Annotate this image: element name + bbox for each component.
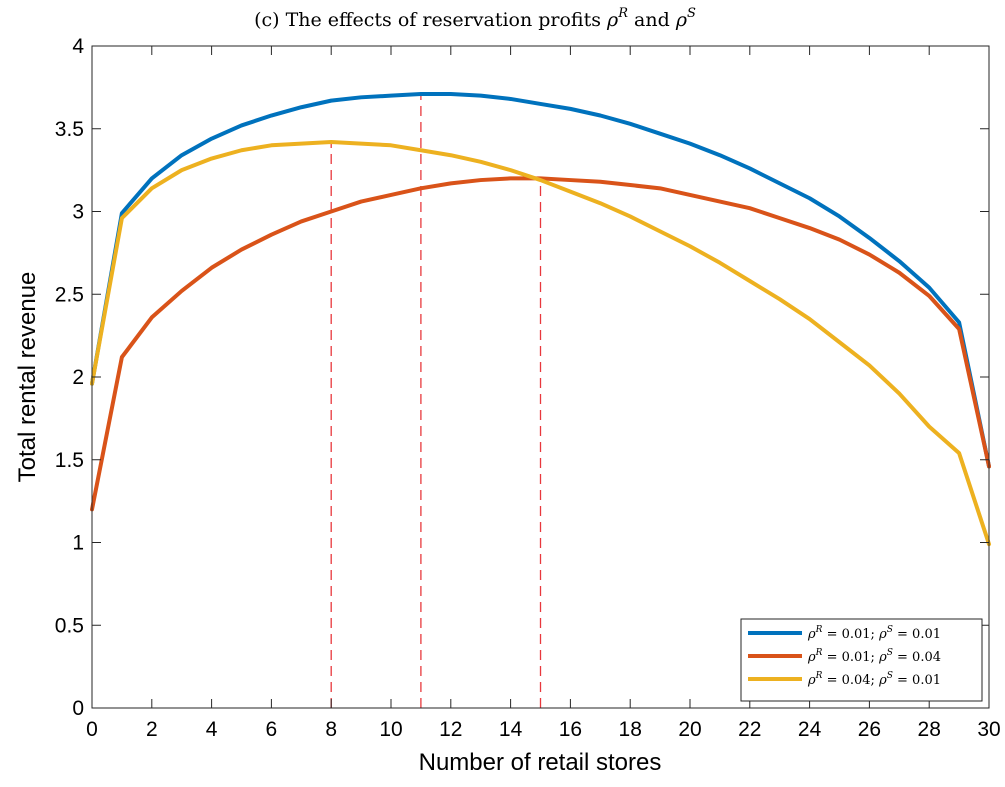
- y-tick-label: 0.5: [55, 614, 84, 637]
- x-tick-label: 22: [738, 718, 761, 741]
- x-axis-ticks: 0 2 4 6 8 10 12 14 16 18 20 22 24 26 28 30: [86, 46, 1001, 741]
- x-tick-label: 2: [146, 718, 158, 741]
- y-tick-label: 3: [72, 201, 84, 224]
- x-tick-label: 14: [499, 718, 523, 741]
- series-group: [90, 92, 991, 547]
- legend-part-eq2: = 0.04: [893, 650, 941, 665]
- x-tick-label: 30: [977, 718, 1000, 741]
- title-rho-2: ρ: [675, 9, 688, 31]
- legend-part-eq2: = 0.01: [893, 673, 941, 688]
- y-tick-label: 4: [72, 35, 84, 58]
- y-tick-label: 1.5: [55, 449, 84, 472]
- x-tick-label: 28: [918, 718, 941, 741]
- x-tick-label: 16: [559, 718, 582, 741]
- title-sup-r: R: [617, 6, 628, 21]
- legend-entry: ρR = 0.01; ρS = 0.01: [807, 625, 941, 642]
- legend-part-sup2: S: [887, 648, 893, 658]
- legend-part-sym1: ρ: [807, 673, 816, 688]
- legend-part-sym2: ρ: [878, 650, 887, 665]
- legend-part-eq1: = 0.01;: [822, 650, 879, 665]
- x-tick-label: 6: [266, 718, 278, 741]
- legend-entry: ρR = 0.01; ρS = 0.04: [807, 648, 941, 665]
- x-tick-label: 0: [86, 718, 98, 741]
- legend-part-sup2: S: [887, 625, 893, 635]
- y-tick-label: 3.5: [55, 118, 84, 141]
- x-tick-label: 12: [439, 718, 462, 741]
- y-tick-label: 1: [72, 532, 84, 555]
- x-tick-label: 26: [858, 718, 881, 741]
- y-axis-ticks: 0 0.5 1 1.5 2 2.5 3 3.5 4: [55, 35, 989, 720]
- y-tick-label: 2: [72, 366, 84, 389]
- x-tick-label: 8: [325, 718, 337, 741]
- legend-part-sup1: R: [815, 625, 823, 635]
- legend-part-sym1: ρ: [807, 650, 816, 665]
- y-tick-label: 0: [72, 697, 84, 720]
- y-tick-label: 2.5: [55, 283, 84, 306]
- series-line-3: [90, 139, 991, 547]
- legend-part-sup1: R: [815, 648, 823, 658]
- legend-part-sup2: S: [887, 671, 893, 681]
- title-sup-s: S: [687, 6, 696, 21]
- x-tick-label: 24: [798, 718, 822, 741]
- legend-entry: ρR = 0.04; ρS = 0.01: [807, 671, 941, 688]
- title-rho-1: ρ: [606, 9, 619, 31]
- legend-part-sup1: R: [815, 671, 823, 681]
- x-tick-label: 10: [379, 718, 402, 741]
- legend-part-eq1: = 0.04;: [822, 673, 879, 688]
- x-tick-label: 20: [678, 718, 701, 741]
- x-tick-label: 4: [206, 718, 218, 741]
- legend-part-sym2: ρ: [878, 673, 887, 688]
- legend-part-eq2: = 0.01: [893, 627, 941, 642]
- legend-part-eq1: = 0.01;: [822, 627, 879, 642]
- title-prefix: (c) The effects of reservation profits: [254, 9, 607, 31]
- legend-part-sym2: ρ: [878, 627, 887, 642]
- chart-title: (c) The effects of reservation profits ρ…: [254, 6, 696, 31]
- y-axis-label: Total rental revenue: [14, 272, 41, 483]
- legend-part-sym1: ρ: [807, 627, 816, 642]
- x-tick-label: 18: [619, 718, 642, 741]
- title-and: and: [628, 9, 676, 31]
- reference-lines: [330, 93, 542, 708]
- x-axis-label: Number of retail stores: [419, 749, 662, 776]
- series-line-1: [90, 92, 991, 469]
